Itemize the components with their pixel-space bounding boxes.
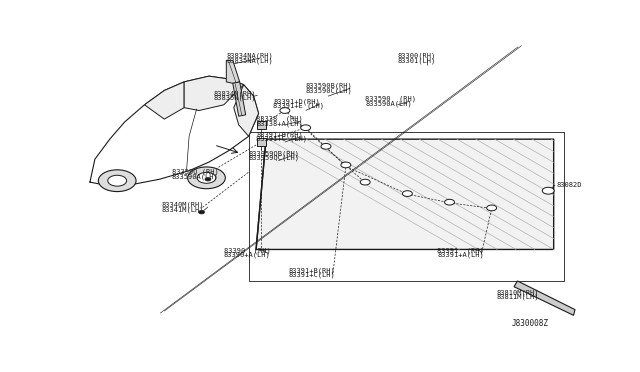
Text: 83391+D(RH): 83391+D(RH) [273,99,320,105]
Text: 83359Q (RH): 83359Q (RH) [172,169,218,175]
Text: 833590  (RH): 833590 (RH) [365,96,416,102]
Circle shape [360,179,370,185]
Text: 83835NA(LH): 83835NA(LH) [227,57,273,64]
Text: 83391  (RH): 83391 (RH) [437,248,484,254]
Circle shape [487,205,497,211]
Text: 83391+B(RH): 83391+B(RH) [288,268,335,274]
Text: 83390+A(LH): 83390+A(LH) [224,252,271,259]
Bar [257,121,266,129]
Text: 83810M(RH): 83810M(RH) [497,289,539,296]
Text: 83082D: 83082D [556,182,582,188]
Bar [249,132,564,281]
Bar [257,138,266,146]
Text: 83338  (RH): 83338 (RH) [256,116,303,122]
Circle shape [99,170,136,192]
Text: 83301(LH): 83301(LH) [397,57,436,64]
Polygon shape [145,82,184,119]
Circle shape [205,177,211,181]
Text: 83391+E (LH): 83391+E (LH) [273,103,324,109]
Text: 83340M(RH): 83340M(RH) [162,202,204,208]
Polygon shape [514,281,575,315]
Circle shape [445,199,454,205]
Polygon shape [184,76,244,110]
Text: 83341M(LH): 83341M(LH) [162,206,204,212]
Text: 83391+B(RH): 83391+B(RH) [256,132,303,138]
Circle shape [280,108,290,113]
Circle shape [403,191,412,196]
Text: 83391+C (LH): 83391+C (LH) [256,136,307,142]
Text: 83391+C(LH): 83391+C(LH) [288,272,335,279]
Text: 833590B(RH): 833590B(RH) [306,83,353,89]
Circle shape [301,125,310,131]
Text: 833590A(LH): 833590A(LH) [365,100,412,107]
Text: 833590C(LH): 833590C(LH) [306,87,353,94]
Circle shape [341,162,351,168]
Circle shape [542,187,554,194]
Text: 83338+A(LH): 83338+A(LH) [256,120,303,126]
Text: 83834N(RH): 83834N(RH) [214,90,257,97]
Text: 83811M(LH): 83811M(LH) [497,294,539,300]
Text: 833590A(LH): 833590A(LH) [172,173,218,180]
Text: 83391+A(LH): 83391+A(LH) [437,252,484,259]
Text: 83390  (RH): 83390 (RH) [224,248,271,254]
Circle shape [321,144,331,149]
Circle shape [198,211,205,214]
Text: 833359QC(LH): 833359QC(LH) [249,154,300,161]
Polygon shape [256,139,554,250]
Circle shape [197,172,216,183]
Text: 83835N(LH): 83835N(LH) [214,94,257,101]
Polygon shape [233,82,246,116]
Circle shape [108,175,127,186]
Text: J830008Z: J830008Z [511,320,548,328]
Text: 83834NA(RH): 83834NA(RH) [227,53,273,60]
Text: 833359QB(RH): 833359QB(RH) [249,150,300,157]
Polygon shape [227,60,240,83]
Polygon shape [234,85,259,136]
Circle shape [188,167,225,189]
Text: 83300(RH): 83300(RH) [397,53,436,60]
